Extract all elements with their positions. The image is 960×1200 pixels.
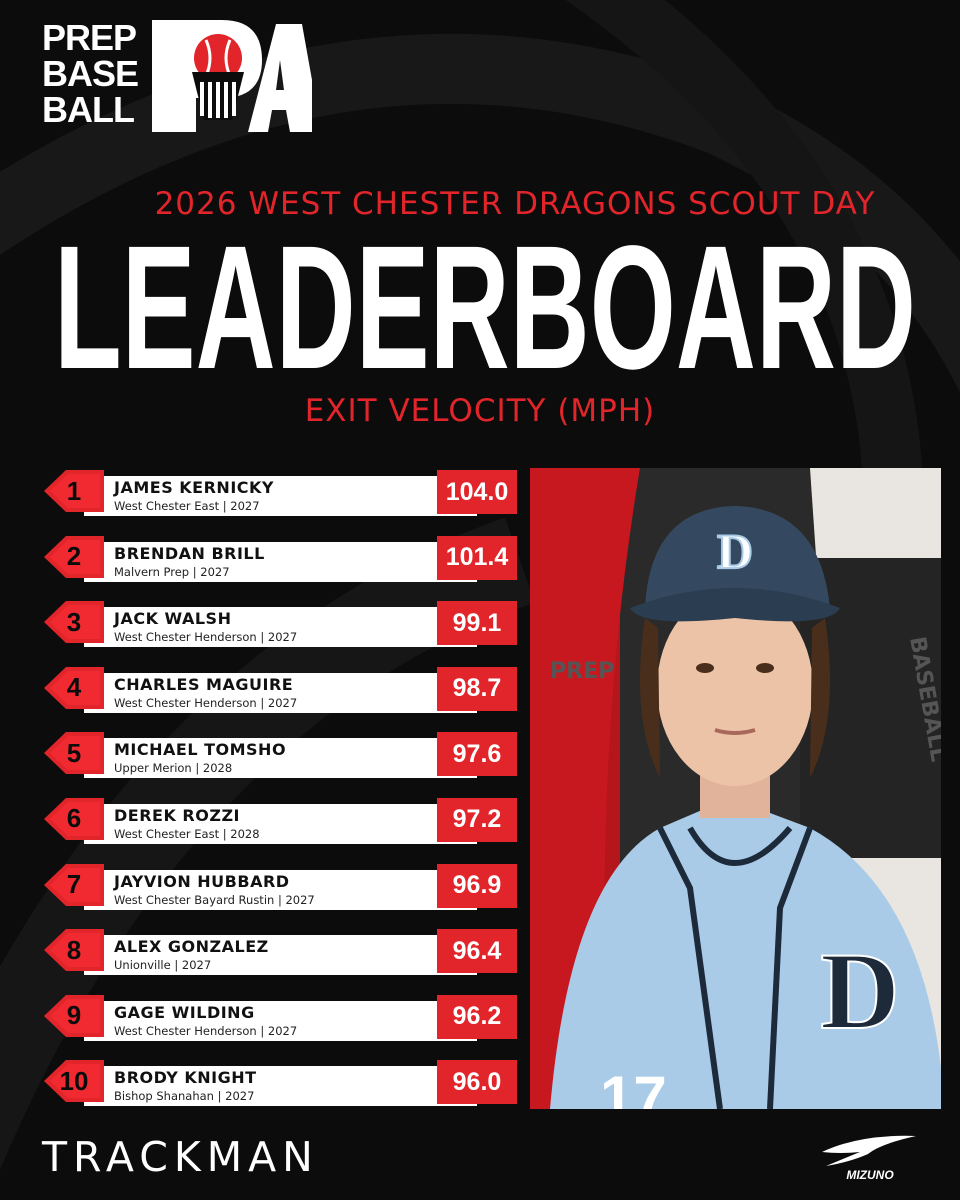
rank-number: 4 xyxy=(66,672,82,703)
player-name: MICHAEL TOMSHO xyxy=(114,740,287,760)
player-bar xyxy=(84,672,477,713)
rank-diamond-icon xyxy=(44,929,104,972)
player-bar xyxy=(84,803,477,844)
exit-velocity-value: 97.2 xyxy=(437,797,517,842)
exit-velocity-value: 98.7 xyxy=(437,666,517,711)
player-bar xyxy=(84,1066,477,1107)
exit-velocity-value: 97.6 xyxy=(437,732,517,777)
mizuno-wordmark: MIZUNO xyxy=(846,1168,894,1182)
player-school-year: West Chester Henderson | 2027 xyxy=(114,630,298,645)
banner-text: PREP xyxy=(550,659,614,684)
player-name: GAGE WILDING xyxy=(114,1002,255,1022)
rank-diamond-icon xyxy=(44,1060,104,1103)
metric-label: EXIT VELOCITY (MPH) xyxy=(304,393,656,429)
prep-baseball-logo: PREP BASE BALL xyxy=(42,20,312,132)
player-photo-illustration: PREP BASEBALL D 17 D xyxy=(530,468,941,1109)
logo-line: BASE xyxy=(42,53,139,94)
rank-diamond-icon xyxy=(44,797,104,840)
rank-number: 9 xyxy=(66,1000,82,1031)
player-bar xyxy=(84,869,477,910)
player-school-year: Malvern Prep | 2027 xyxy=(114,564,230,579)
player-photo: PREP BASEBALL D 17 D xyxy=(530,468,941,1109)
logo-wordmark: PREP BASE BALL xyxy=(42,17,139,130)
event-subtitle: 2026 WEST CHESTER DRAGONS SCOUT DAY xyxy=(154,186,876,222)
exit-velocity-value: 96.4 xyxy=(437,929,517,974)
player-school-year: West Chester Henderson | 2027 xyxy=(114,695,298,710)
leaderboard-row: 1 JAMES KERNICKY West Chester East | 2027 1… xyxy=(42,470,517,516)
player-bar xyxy=(84,1000,477,1041)
rank-diamond-icon xyxy=(44,666,104,709)
player-name: BRODY KNIGHT xyxy=(114,1068,257,1088)
rank-number: 8 xyxy=(66,934,82,965)
player-school-year: West Chester East | 2028 xyxy=(114,826,260,841)
player-name: JAYVION HUBBARD xyxy=(114,871,290,891)
cap-logo: D xyxy=(717,523,753,579)
exit-velocity-value: 96.2 xyxy=(437,994,517,1039)
rank-number: 1 xyxy=(66,475,82,506)
rank-number: 7 xyxy=(66,869,82,900)
leaderboard-row: 2 BRENDAN BRILL Malvern Prep | 2027 101.4 xyxy=(42,535,517,582)
player-name: CHARLES MAGUIRE xyxy=(114,674,294,694)
leaderboard-row: 10 BRODY KNIGHT Bishop Shanahan | 2027 96.0 xyxy=(42,1060,517,1107)
exit-velocity-value: 96.0 xyxy=(437,1060,517,1105)
player-school-year: Bishop Shanahan | 2027 xyxy=(114,1089,255,1104)
leaderboard-row: 5 MICHAEL TOMSHO Upper Merion | 2028 97.6 xyxy=(42,732,517,779)
rank-number: 2 xyxy=(66,541,82,572)
leaderboard-row: 8 ALEX GONZALEZ Unionville | 2027 96.4 xyxy=(42,929,517,976)
trackman-logo: TRACKMAN xyxy=(42,1133,319,1181)
player-name: DEREK ROZZI xyxy=(114,805,241,825)
logo-line: PREP xyxy=(42,17,137,58)
leaderboard-row: 3 JACK WALSH West Chester Henderson | 2027… xyxy=(42,601,517,648)
player-bar xyxy=(84,738,477,779)
exit-velocity-value: 101.4 xyxy=(437,535,517,580)
rank-diamond-icon xyxy=(44,863,104,906)
leaderboard-list: 1 JAMES KERNICKY West Chester East | 2027 1… xyxy=(42,470,517,1126)
player-bar xyxy=(84,541,477,582)
rank-diamond-icon xyxy=(44,535,104,578)
leaderboard-row: 9 GAGE WILDING West Chester Henderson | 20… xyxy=(42,994,517,1041)
pa-logo-icon xyxy=(152,20,312,132)
player-bar xyxy=(84,935,477,976)
player-school-year: West Chester Henderson | 2027 xyxy=(114,1023,298,1038)
leaderboard-row: 7 JAYVION HUBBARD West Chester Bayard Rust… xyxy=(42,863,517,910)
player-name: JAMES KERNICKY xyxy=(114,478,274,497)
player-name: BRENDAN BRILL xyxy=(114,543,265,563)
player-school-year: Upper Merion | 2028 xyxy=(114,761,233,776)
rank-diamond-icon xyxy=(44,470,104,512)
exit-velocity-value: 104.0 xyxy=(437,470,517,514)
player-school-year: West Chester East | 2027 xyxy=(114,499,260,513)
title-text: LEADERBOARD xyxy=(54,222,916,382)
mizuno-logo: MIZUNO xyxy=(820,1132,920,1182)
jersey-logo: D xyxy=(820,930,899,1052)
rank-number: 6 xyxy=(66,803,82,834)
player-name: JACK WALSH xyxy=(114,609,232,629)
page-title: LEADERBOARD xyxy=(50,210,920,406)
player-school-year: West Chester Bayard Rustin | 2027 xyxy=(114,892,315,907)
rank-diamond-icon xyxy=(44,994,104,1037)
rank-diamond-icon xyxy=(44,732,104,775)
jersey-number: 17 xyxy=(600,1064,667,1109)
mizuno-runbird-icon xyxy=(822,1135,916,1166)
leaderboard-row: 4 CHARLES MAGUIRE West Chester Henderson |… xyxy=(42,666,517,713)
exit-velocity-value: 96.9 xyxy=(437,863,517,908)
rank-number: 5 xyxy=(66,737,82,768)
exit-velocity-value: 99.1 xyxy=(437,601,517,646)
logo-line: BALL xyxy=(42,89,135,130)
player-bar xyxy=(84,476,477,516)
player-school-year: Unionville | 2027 xyxy=(114,958,212,973)
rank-number: 10 xyxy=(59,1065,89,1096)
player-name: ALEX GONZALEZ xyxy=(114,937,269,957)
rank-diamond-icon xyxy=(44,601,104,644)
leaderboard-row: 6 DEREK ROZZI West Chester East | 2028 97.2 xyxy=(42,797,517,844)
rank-number: 3 xyxy=(66,606,82,637)
player-bar xyxy=(84,607,477,648)
